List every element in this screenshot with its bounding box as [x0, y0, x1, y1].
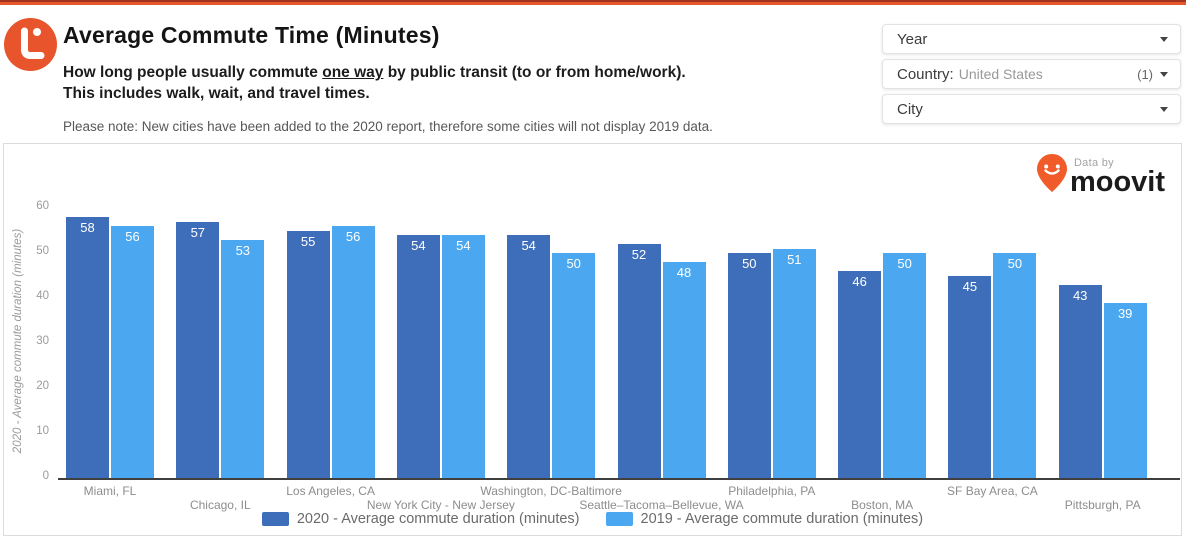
country-filter-value: United States [958, 66, 1043, 82]
page-subtitle: How long people usually commute one way … [63, 62, 863, 104]
bar-value-label: 43 [1072, 287, 1088, 303]
x-axis-label: Boston, MA [851, 498, 914, 512]
legend-swatch [261, 512, 289, 526]
y-tick-label: 20 [36, 380, 49, 392]
subtitle-line2: This includes walk, wait, and travel tim… [63, 85, 370, 102]
y-tick-label: 50 [36, 245, 49, 257]
city-filter-dropdown[interactable]: City [882, 94, 1181, 124]
y-tick-label: 40 [36, 290, 49, 302]
chevron-down-icon [1160, 36, 1168, 42]
legend-label: 2019 - Average commute duration (minutes… [640, 511, 924, 527]
y-tick-label: 0 [42, 470, 49, 482]
y-tick-label: 60 [36, 200, 49, 212]
top-accent-bar [0, 0, 1186, 5]
year-filter-label: Year [897, 30, 928, 48]
bar-value-label: 50 [897, 256, 912, 271]
x-axis-label: Miami, FL [83, 484, 137, 498]
moovit-wordmark: moovit [1069, 166, 1165, 198]
year-filter-dropdown[interactable]: Year [882, 24, 1181, 54]
bar-value-label: 46 [852, 274, 867, 289]
x-axis-label: Pittsburgh, PA [1064, 498, 1141, 512]
bar-2020[interactable]: 52 [617, 244, 661, 478]
data-by-label: Data by [1073, 157, 1114, 169]
bar-value-label: 50 [1007, 256, 1023, 271]
country-filter-dropdown[interactable]: Country: United States (1) [882, 59, 1181, 89]
bar-value-label: 57 [190, 224, 206, 240]
legend-swatch [605, 512, 633, 526]
chart-legend: 2020 - Average commute duration (minutes… [4, 511, 1181, 527]
bar-2019[interactable]: 56 [331, 226, 375, 478]
bar-value-label: 56 [345, 229, 361, 244]
x-axis-label: Los Angeles, CA [286, 484, 375, 498]
bar-value-label: 50 [566, 256, 581, 271]
commuter-icon [4, 18, 57, 71]
bar-2019[interactable]: 50 [993, 253, 1037, 478]
bar-2019[interactable]: 48 [662, 262, 706, 478]
x-axis-label: Washington, DC-Baltimore [480, 484, 622, 498]
chart-card: Data by moovit 2020 - Average commute du… [3, 143, 1182, 536]
bar-2020[interactable]: 46 [838, 271, 882, 478]
country-filter-count: (1) [1137, 66, 1153, 82]
x-axis-line [58, 478, 1180, 480]
legend-label: 2020 - Average commute duration (minutes… [296, 511, 580, 527]
chevron-down-icon [1160, 71, 1168, 77]
bar-value-label: 52 [631, 247, 647, 262]
bar-value-label: 53 [235, 242, 251, 258]
legend-item[interactable]: 2019 - Average commute duration (minutes… [605, 511, 924, 527]
subtitle-text: by public transit (to or from home/work)… [383, 64, 686, 81]
bar-2020[interactable]: 55 [286, 230, 330, 478]
plot-area: 0 10 20 30 40 50 60 58 56 Miami, FL 57 53 Chicago, I… [4, 144, 1181, 535]
bar-value-label: 54 [521, 238, 536, 253]
bar-2019[interactable]: 39 [1103, 302, 1147, 478]
bar-2020[interactable]: 50 [727, 253, 771, 478]
bar-value-label: 58 [80, 220, 95, 235]
bar-2019[interactable]: 56 [111, 226, 154, 478]
bar-2020[interactable]: 43 [1058, 284, 1102, 478]
bar-2019[interactable]: 50 [552, 253, 596, 478]
bar-value-label: 56 [125, 229, 140, 244]
x-axis-label: New York City - New Jersey [366, 498, 515, 512]
moovit-pin-icon [1036, 154, 1067, 192]
bar-2020[interactable]: 45 [948, 275, 992, 478]
bar-2019[interactable]: 51 [772, 248, 816, 478]
bar-value-label: 54 [456, 238, 471, 253]
x-axis-label: SF Bay Area, CA [947, 484, 1038, 498]
note-text: Please note: New cities have been added … [63, 119, 713, 134]
bar-2019[interactable]: 54 [441, 235, 485, 478]
bar-2020[interactable]: 57 [176, 221, 220, 478]
country-filter-label: Country: [897, 65, 954, 83]
bar-value-label: 55 [300, 233, 316, 249]
bar-value-label: 48 [676, 265, 692, 280]
chevron-down-icon [1160, 106, 1168, 112]
x-axis-label: Seattle–Tacoma–Bellevue, WA [579, 498, 744, 512]
bar-value-label: 54 [411, 238, 426, 253]
x-axis-label: Chicago, IL [189, 498, 251, 512]
y-tick-label: 30 [36, 335, 49, 347]
bar-2020[interactable]: 58 [66, 217, 109, 478]
moovit-branding: Data by moovit [1036, 154, 1165, 198]
bar-2019[interactable]: 53 [221, 239, 265, 478]
bar-value-label: 39 [1117, 305, 1133, 321]
y-tick-label: 10 [36, 425, 49, 437]
bar-value-label: 50 [742, 256, 757, 271]
legend-item[interactable]: 2020 - Average commute duration (minutes… [261, 511, 580, 527]
x-axis-label: Philadelphia, PA [728, 484, 816, 498]
city-filter-label: City [897, 100, 923, 118]
subtitle-text: How long people usually commute [63, 64, 323, 81]
bar-value-label: 51 [787, 251, 802, 267]
page-title: Average Commute Time (Minutes) [63, 22, 440, 48]
bar-2020[interactable]: 54 [396, 235, 440, 478]
subtitle-underlined-text: one way [322, 64, 384, 81]
bar-2019[interactable]: 50 [883, 253, 927, 478]
filter-panel: Year Country: United States (1) City [882, 24, 1181, 129]
bar-value-label: 45 [962, 278, 978, 294]
bar-2020[interactable]: 54 [507, 235, 551, 478]
